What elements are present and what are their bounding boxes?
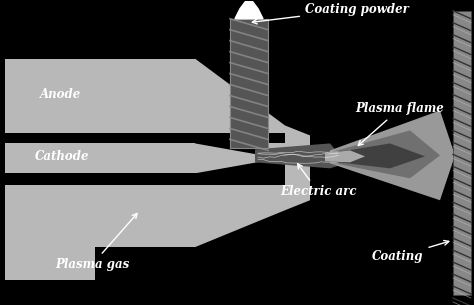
Polygon shape xyxy=(235,0,263,19)
Polygon shape xyxy=(330,143,425,168)
Polygon shape xyxy=(195,143,268,173)
Text: Coating: Coating xyxy=(372,240,449,263)
Bar xyxy=(453,11,471,295)
Text: Cathode: Cathode xyxy=(35,150,90,163)
Bar xyxy=(5,59,195,133)
Polygon shape xyxy=(195,175,285,247)
Bar xyxy=(100,210,155,247)
Polygon shape xyxy=(255,143,340,168)
Bar xyxy=(5,210,95,280)
Bar xyxy=(5,133,290,143)
Bar xyxy=(5,173,290,185)
Text: Anode: Anode xyxy=(40,88,81,101)
Polygon shape xyxy=(330,110,455,200)
Polygon shape xyxy=(285,125,310,210)
Text: Electric arc: Electric arc xyxy=(280,164,356,198)
Polygon shape xyxy=(330,131,440,178)
Bar xyxy=(5,143,195,173)
Text: Coating powder: Coating powder xyxy=(252,3,409,24)
Bar xyxy=(5,175,195,247)
Text: Plasma flame: Plasma flame xyxy=(355,102,444,145)
Bar xyxy=(230,19,268,149)
Polygon shape xyxy=(325,150,365,162)
Text: Plasma gas: Plasma gas xyxy=(55,214,137,271)
Polygon shape xyxy=(195,59,285,153)
